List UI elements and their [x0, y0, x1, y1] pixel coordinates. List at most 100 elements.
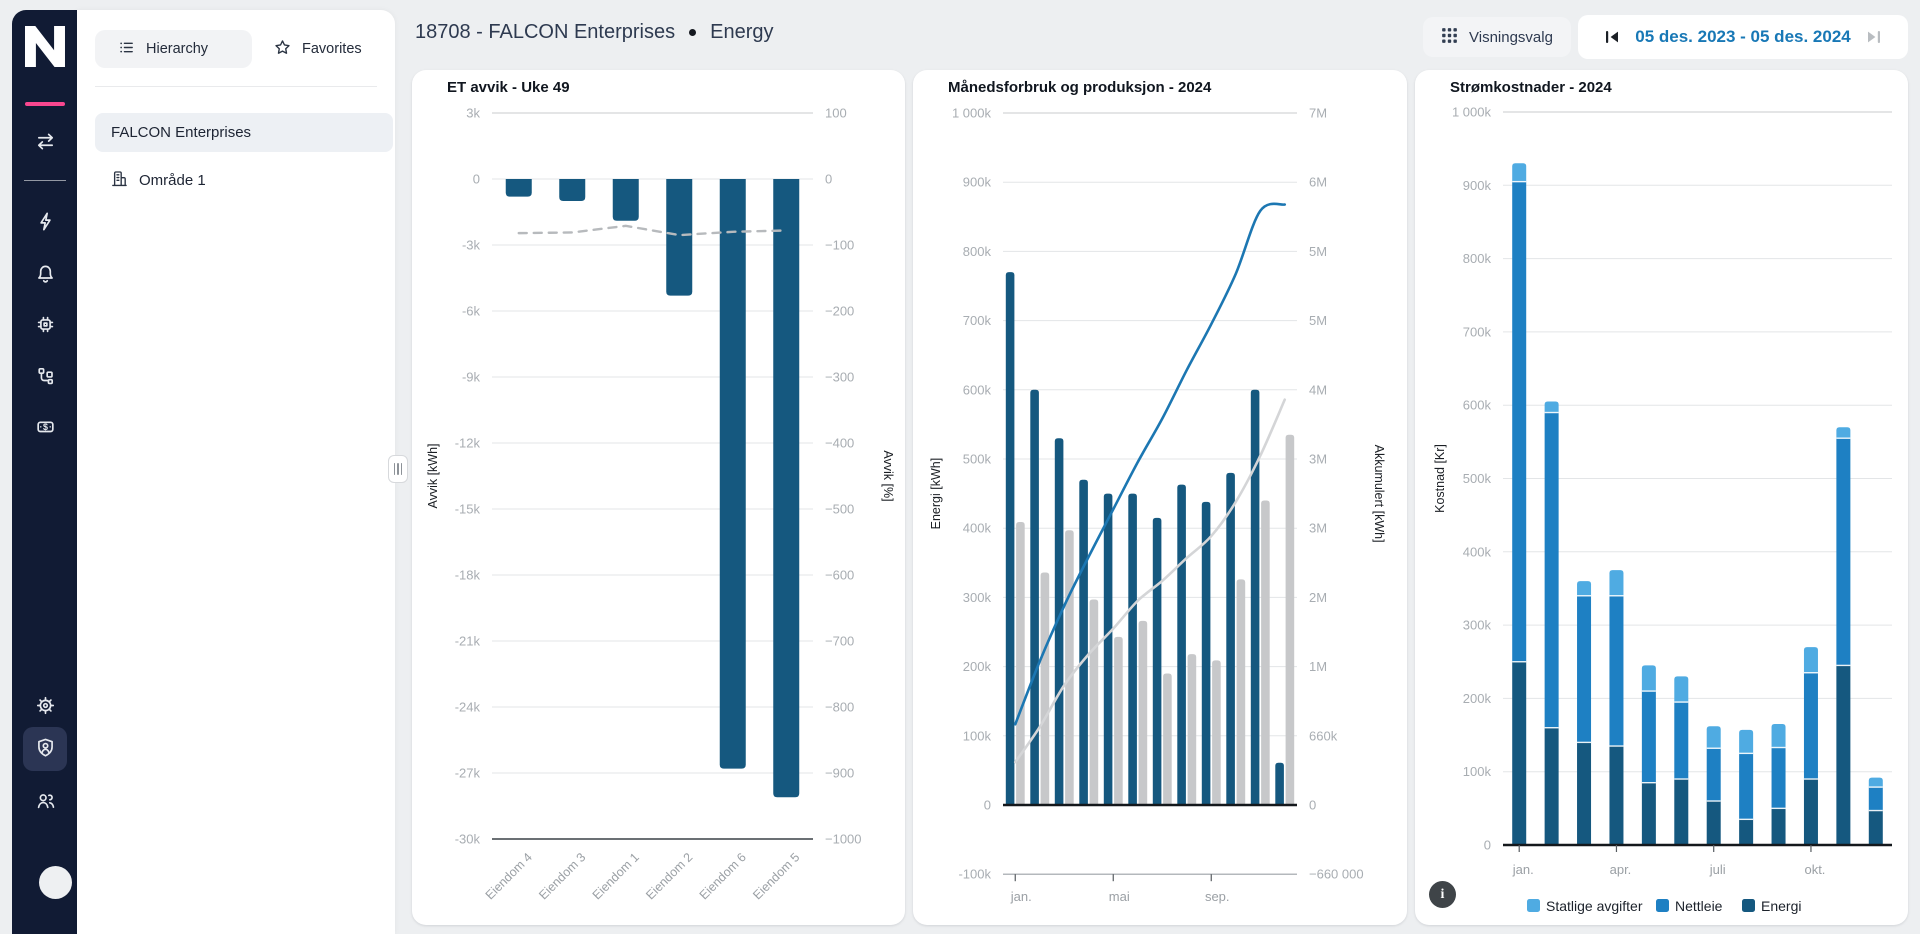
swap-panel-button[interactable] [23, 121, 67, 165]
y-axis-tick-right: 2M [1309, 590, 1327, 605]
bar-Eiendom 6[interactable] [719, 179, 746, 769]
produksjon-bar-apr.[interactable] [1089, 599, 1099, 805]
tree-item-omrade-1[interactable]: Område 1 [95, 164, 391, 196]
view-options-button[interactable]: Visningsvalg [1423, 17, 1571, 57]
statlige-avgifter-segment-des.[interactable] [1868, 777, 1883, 788]
nav-energy-button[interactable] [23, 201, 67, 245]
nettleie-segment-juli[interactable] [1706, 748, 1721, 802]
forbruk-bar-apr.[interactable] [1079, 479, 1088, 805]
energi-segment-nov.[interactable] [1836, 665, 1851, 845]
nav-alerts-button[interactable] [23, 253, 67, 297]
panel-resize-handle[interactable] [388, 455, 408, 483]
nettleie-segment-nov.[interactable] [1836, 438, 1851, 666]
y-axis-tick-left: 900k [1463, 178, 1492, 193]
statlige-avgifter-segment-apr.[interactable] [1609, 570, 1624, 596]
tree-item-falcon-enterprises[interactable]: FALCON Enterprises [95, 113, 393, 152]
forbruk-bar-okt.[interactable] [1226, 472, 1235, 805]
statlige-avgifter-segment-feb.[interactable] [1544, 401, 1559, 413]
nettleie-segment-sep.[interactable] [1771, 747, 1786, 809]
produksjon-bar-okt.[interactable] [1236, 579, 1246, 805]
nettleie-segment-des.[interactable] [1868, 787, 1883, 811]
statlige-avgifter-segment-jun.[interactable] [1674, 676, 1689, 703]
y-axis-title-left: Energi [kWh] [929, 458, 943, 530]
bar-Eiendom 5[interactable] [773, 179, 800, 798]
tab-hierarchy[interactable]: Hierarchy [95, 30, 252, 68]
energi-segment-okt.[interactable] [1803, 779, 1818, 845]
nettleie-segment-feb.[interactable] [1544, 412, 1559, 728]
nav-users-button[interactable] [23, 780, 67, 824]
energi-segment-apr.[interactable] [1609, 746, 1624, 845]
legend-swatch-energi[interactable] [1742, 899, 1755, 912]
produksjon-bar-sep.[interactable] [1212, 660, 1221, 805]
y-axis-tick-left: 0 [984, 798, 991, 813]
y-axis-tick-right: 1M [1309, 659, 1327, 674]
y-axis-tick-left: 500k [1463, 471, 1492, 486]
nav-integrations-button[interactable] [23, 355, 67, 399]
produksjon-bar-des.[interactable] [1285, 434, 1295, 805]
forbruk-bar-mai[interactable] [1103, 493, 1113, 805]
produksjon-bar-mar.[interactable] [1065, 530, 1074, 805]
nettleie-segment-aug.[interactable] [1739, 753, 1754, 820]
bar-Eiendom 2[interactable] [666, 179, 693, 296]
energi-segment-juli[interactable] [1706, 801, 1721, 845]
y-axis-tick-left: -12k [455, 436, 481, 451]
statlige-avgifter-segment-mar.[interactable] [1577, 581, 1592, 596]
bar-Eiendom 3[interactable] [559, 179, 586, 201]
nettleie-segment-okt.[interactable] [1803, 672, 1818, 780]
bar-Eiendom 4[interactable] [505, 179, 532, 197]
legend-swatch-nettleie[interactable] [1656, 899, 1669, 912]
nettleie-segment-apr.[interactable] [1609, 595, 1624, 747]
energi-segment-jan.[interactable] [1512, 661, 1527, 845]
skip-next-button[interactable] [1864, 27, 1884, 47]
y-axis-tick-right: 0 [825, 172, 832, 187]
energi-segment-mar.[interactable] [1577, 742, 1592, 845]
nav-settings-button[interactable] [23, 685, 67, 729]
tab-favorites[interactable]: Favorites [265, 30, 368, 68]
produksjon-bar-feb.[interactable] [1040, 572, 1050, 805]
statlige-avgifter-segment-okt.[interactable] [1803, 647, 1818, 673]
nav-devices-button[interactable] [23, 304, 67, 348]
energi-segment-feb.[interactable] [1544, 727, 1559, 845]
forbruk-bar-aug.[interactable] [1177, 484, 1186, 805]
forbruk-bar-jan.[interactable] [1005, 272, 1015, 805]
statlige-avgifter-segment-sep.[interactable] [1771, 724, 1786, 748]
energi-segment-mai[interactable] [1641, 782, 1656, 845]
nettleie-segment-mar.[interactable] [1577, 595, 1592, 743]
nav-billing-button[interactable]: $ [23, 406, 67, 450]
forbruk-bar-sep.[interactable] [1201, 501, 1211, 805]
forbruk-bar-mar.[interactable] [1054, 438, 1064, 805]
y-axis-tick-left: 0 [473, 172, 480, 187]
produksjon-bar-jun.[interactable] [1138, 620, 1148, 805]
legend-swatch-statlige-avgifter[interactable] [1527, 899, 1540, 912]
statlige-avgifter-segment-nov.[interactable] [1836, 427, 1851, 439]
forbruk-bar-nov.[interactable] [1250, 389, 1260, 805]
energi-segment-des.[interactable] [1868, 810, 1883, 845]
user-avatar[interactable] [39, 866, 72, 899]
forbruk-bar-jun.[interactable] [1128, 493, 1137, 805]
produksjon-bar-nov.[interactable] [1261, 500, 1270, 805]
energi-segment-sep.[interactable] [1771, 808, 1786, 845]
bar-Eiendom 1[interactable] [612, 179, 639, 221]
energi-segment-aug.[interactable] [1739, 819, 1754, 845]
nettleie-segment-jun.[interactable] [1674, 702, 1689, 780]
statlige-avgifter-segment-aug.[interactable] [1739, 729, 1754, 754]
produksjon-bar-mai[interactable] [1114, 636, 1123, 805]
produksjon-bar-jan.[interactable] [1016, 521, 1025, 805]
statlige-avgifter-segment-mai[interactable] [1641, 665, 1656, 692]
date-range-picker[interactable]: 05 des. 2023 - 05 des. 2024 [1578, 15, 1908, 59]
forbruk-bar-des.[interactable] [1275, 762, 1284, 805]
y-axis-tick-right: −600 [825, 568, 854, 583]
forbruk-bar-juli[interactable] [1152, 517, 1162, 805]
skip-previous-button[interactable] [1602, 27, 1622, 47]
forbruk-bar-feb.[interactable] [1030, 389, 1039, 805]
nettleie-segment-jan.[interactable] [1512, 181, 1527, 662]
info-button[interactable]: i [1429, 881, 1456, 908]
statlige-avgifter-segment-juli[interactable] [1706, 726, 1721, 749]
produksjon-bar-juli[interactable] [1163, 673, 1172, 805]
energi-segment-jun.[interactable] [1674, 779, 1689, 845]
statlige-avgifter-segment-jan.[interactable] [1512, 163, 1527, 182]
nettleie-segment-mai[interactable] [1641, 691, 1656, 783]
produksjon-bar-aug.[interactable] [1187, 654, 1197, 805]
nav-admin-button[interactable] [23, 727, 67, 771]
